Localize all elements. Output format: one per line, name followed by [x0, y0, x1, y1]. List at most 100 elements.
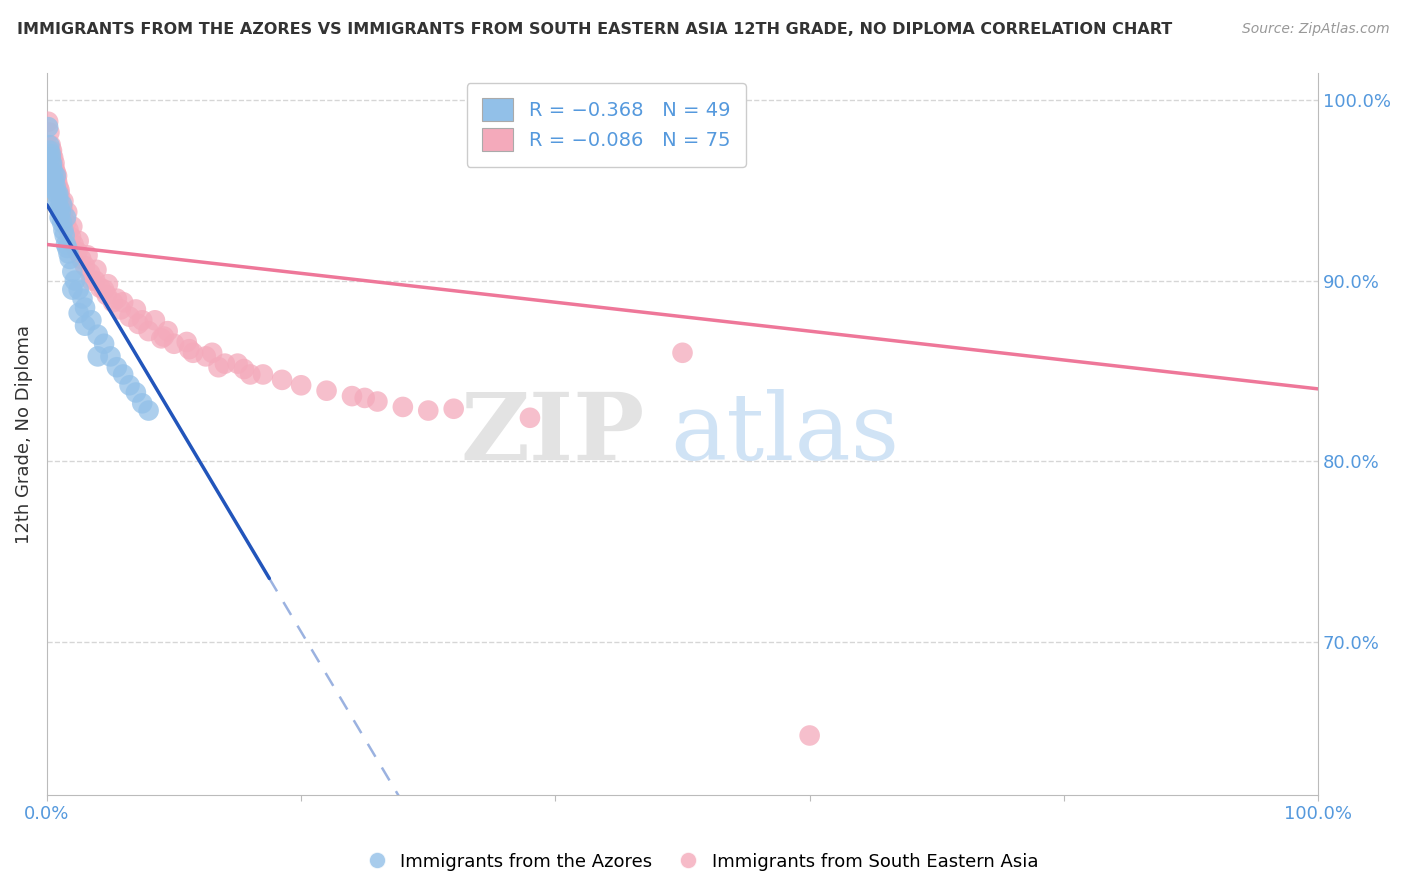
Point — [46, 174, 69, 188]
Point — [53, 228, 76, 243]
Point — [55, 237, 77, 252]
Point — [392, 400, 415, 414]
Point — [86, 262, 108, 277]
Point — [70, 252, 93, 266]
Point — [49, 205, 72, 219]
Point — [42, 165, 65, 179]
Point — [105, 360, 128, 375]
Point — [58, 246, 80, 260]
Point — [66, 244, 89, 259]
Point — [271, 373, 294, 387]
Point — [52, 194, 75, 209]
Point — [418, 403, 440, 417]
Point — [37, 120, 59, 135]
Text: IMMIGRANTS FROM THE AZORES VS IMMIGRANTS FROM SOUTH EASTERN ASIA 12TH GRADE, NO : IMMIGRANTS FROM THE AZORES VS IMMIGRANTS… — [17, 22, 1173, 37]
Point — [37, 114, 59, 128]
Point — [89, 281, 111, 295]
Point — [39, 138, 62, 153]
Point — [97, 277, 120, 292]
Point — [87, 350, 110, 364]
Point — [51, 198, 73, 212]
Point — [41, 156, 63, 170]
Y-axis label: 12th Grade, No Diploma: 12th Grade, No Diploma — [15, 325, 32, 543]
Point — [80, 313, 103, 327]
Point — [443, 401, 465, 416]
Point — [112, 295, 135, 310]
Point — [44, 156, 66, 170]
Point — [163, 336, 186, 351]
Point — [38, 138, 60, 153]
Point — [60, 230, 83, 244]
Point — [72, 292, 94, 306]
Point — [46, 198, 69, 212]
Point — [44, 161, 66, 176]
Point — [519, 410, 541, 425]
Point — [41, 147, 63, 161]
Point — [67, 283, 90, 297]
Point — [39, 151, 62, 165]
Point — [49, 194, 72, 209]
Point — [55, 216, 77, 230]
Point — [79, 266, 101, 280]
Point — [353, 391, 375, 405]
Point — [131, 313, 153, 327]
Point — [315, 384, 337, 398]
Point — [179, 342, 201, 356]
Point — [62, 237, 84, 252]
Point — [340, 389, 363, 403]
Point — [41, 160, 63, 174]
Point — [127, 317, 149, 331]
Point — [226, 357, 249, 371]
Point — [56, 241, 79, 255]
Point — [252, 368, 274, 382]
Point — [76, 248, 98, 262]
Point — [44, 183, 66, 197]
Point — [131, 396, 153, 410]
Point — [153, 329, 176, 343]
Point — [176, 334, 198, 349]
Point — [41, 144, 63, 158]
Point — [38, 126, 60, 140]
Point — [232, 362, 254, 376]
Point — [73, 301, 96, 315]
Point — [46, 186, 69, 201]
Point — [194, 350, 217, 364]
Point — [51, 202, 73, 216]
Point — [214, 357, 236, 371]
Point — [138, 403, 160, 417]
Point — [42, 151, 65, 165]
Point — [58, 223, 80, 237]
Point — [125, 302, 148, 317]
Point — [73, 318, 96, 333]
Point — [143, 313, 166, 327]
Point — [84, 274, 107, 288]
Point — [150, 331, 173, 345]
Text: atlas: atlas — [669, 389, 898, 479]
Point — [366, 394, 388, 409]
Point — [59, 252, 82, 266]
Point — [39, 147, 62, 161]
Text: Source: ZipAtlas.com: Source: ZipAtlas.com — [1241, 22, 1389, 37]
Point — [51, 216, 73, 230]
Point — [60, 264, 83, 278]
Point — [42, 174, 65, 188]
Legend: Immigrants from the Azores, Immigrants from South Eastern Asia: Immigrants from the Azores, Immigrants f… — [360, 846, 1046, 879]
Point — [55, 211, 77, 225]
Point — [112, 368, 135, 382]
Point — [156, 324, 179, 338]
Point — [46, 186, 69, 201]
Point — [100, 350, 122, 364]
Point — [110, 302, 132, 317]
Point — [201, 346, 224, 360]
Point — [48, 202, 70, 216]
Point — [39, 165, 62, 179]
Point — [118, 378, 141, 392]
Point — [138, 324, 160, 338]
Point — [52, 205, 75, 219]
Point — [67, 234, 90, 248]
Point — [48, 211, 70, 225]
Point — [46, 179, 69, 194]
Point — [48, 186, 70, 201]
Point — [80, 274, 103, 288]
Point — [39, 147, 62, 161]
